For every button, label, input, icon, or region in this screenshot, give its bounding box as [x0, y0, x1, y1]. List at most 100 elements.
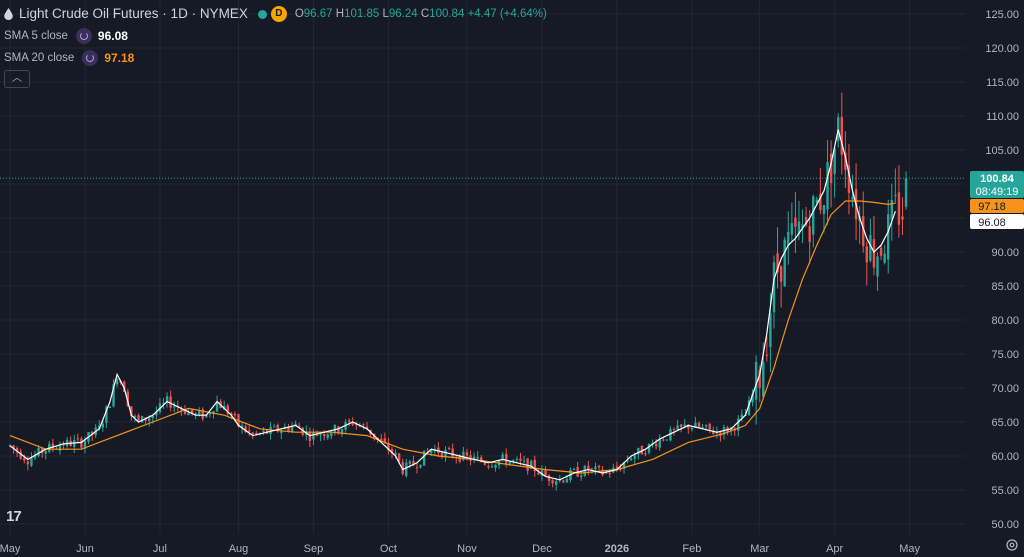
- symbol-row[interactable]: Light Crude Oil Futures · 1D · NYMEX D O…: [4, 3, 547, 25]
- indicator-settings-icon[interactable]: [75, 28, 92, 44]
- candle-body: [897, 192, 901, 225]
- candle-body: [183, 409, 187, 414]
- candle-body: [165, 396, 169, 403]
- candle-body: [351, 421, 354, 425]
- candle-body: [615, 466, 619, 470]
- candle-body: [308, 432, 312, 442]
- candle-body: [437, 447, 440, 454]
- gear-icon[interactable]: [1005, 538, 1019, 552]
- candle-body: [226, 405, 229, 415]
- candle-body: [19, 451, 22, 459]
- candle-body: [783, 239, 786, 287]
- candle-body: [287, 426, 290, 431]
- candle-body: [787, 231, 790, 246]
- candle-body: [37, 447, 40, 457]
- candle-body: [530, 460, 533, 469]
- indicator-sma5[interactable]: SMA 5 close 96.08: [4, 25, 547, 47]
- market-status[interactable]: D: [257, 6, 287, 22]
- candle-body: [769, 312, 772, 347]
- x-tick-label: Oct: [380, 543, 397, 555]
- candle-body: [483, 462, 487, 465]
- indicator-settings-icon[interactable]: [82, 50, 99, 66]
- collapse-legend-button[interactable]: ︿: [4, 70, 30, 88]
- tradingview-logo-icon[interactable]: 17: [6, 508, 22, 525]
- candle-body: [547, 475, 551, 481]
- indicator-name: SMA 20 close: [4, 52, 75, 64]
- candle-body: [487, 466, 490, 468]
- candle-body: [451, 448, 454, 457]
- y-tick-label: 120.00: [985, 43, 1019, 55]
- candle-body: [572, 468, 576, 470]
- candle-body: [829, 153, 833, 183]
- candle-body: [180, 409, 183, 411]
- candle-body: [276, 424, 279, 432]
- candle-body: [644, 453, 647, 455]
- symbol-title[interactable]: Light Crude Oil Futures · 1D · NYMEX: [19, 6, 248, 21]
- candle-body: [597, 465, 601, 468]
- legend: Light Crude Oil Futures · 1D · NYMEX D O…: [4, 3, 547, 69]
- candle-body: [869, 235, 872, 261]
- candle-body: [522, 460, 526, 462]
- candle-body: [894, 195, 897, 197]
- candle-body: [458, 456, 462, 462]
- y-tick-label: 70.00: [991, 383, 1019, 395]
- y-tick-label: 65.00: [991, 417, 1019, 429]
- candle-body: [537, 472, 540, 475]
- candle-body: [712, 430, 715, 434]
- candle-body: [101, 423, 105, 428]
- price-axis[interactable]: 125.00120.00115.00110.00105.00100.0095.0…: [985, 9, 1019, 531]
- candle-body: [190, 409, 194, 414]
- y-tick-label: 90.00: [991, 247, 1019, 259]
- sma5-tag: 96.08: [978, 217, 1006, 229]
- sma5-line: [9, 129, 896, 481]
- candle-body: [83, 440, 87, 449]
- candle-body: [526, 458, 529, 471]
- market-open-icon: [257, 9, 267, 19]
- candle-body: [272, 426, 276, 428]
- candle-body: [751, 393, 754, 403]
- candle-body: [737, 418, 740, 431]
- candle-body: [505, 453, 508, 465]
- time-axis[interactable]: May Jun Jul Aug Sep Oct Nov Dec 2026 Feb Mar Apr May: [0, 543, 921, 555]
- candle-body: [629, 458, 633, 460]
- candle-body: [40, 447, 44, 454]
- candle-body: [508, 461, 511, 466]
- candle-body: [319, 434, 322, 436]
- candle-body: [401, 461, 404, 475]
- candle-body: [412, 460, 415, 466]
- candle-body: [355, 424, 358, 426]
- candle-body: [444, 449, 447, 458]
- ohlc-values: O96.67 H101.85 L96.24 C100.84 +4.47 (+4.…: [294, 8, 547, 20]
- y-tick-label: 55.00: [991, 485, 1019, 497]
- candle-body: [687, 424, 690, 429]
- candle-body: [662, 439, 665, 441]
- candle-body: [148, 418, 151, 421]
- candle-body: [430, 449, 433, 453]
- candle-body: [565, 478, 569, 483]
- candle-body: [658, 438, 661, 448]
- candle-body: [697, 423, 701, 428]
- candle-body: [262, 430, 265, 432]
- candle-body: [779, 266, 783, 282]
- candle-body: [244, 426, 247, 433]
- candle-body: [876, 256, 879, 277]
- candle-body: [51, 443, 55, 449]
- candle-body: [772, 262, 776, 313]
- y-tick-label: 50.00: [991, 519, 1019, 531]
- candle-body: [847, 165, 851, 193]
- y-tick-label: 85.00: [991, 281, 1019, 293]
- candle-body: [480, 457, 483, 462]
- candle-body: [512, 460, 515, 462]
- candle-body: [187, 411, 190, 416]
- indicator-sma20[interactable]: SMA 20 close 97.18: [4, 47, 547, 69]
- candle-body: [408, 461, 412, 464]
- indicator-value: 96.08: [97, 29, 128, 43]
- candle-body: [115, 379, 119, 385]
- sma20-line: [9, 200, 896, 474]
- candle-body: [44, 450, 47, 454]
- countdown-tag: 08:49:19: [976, 186, 1019, 198]
- candle-body: [394, 452, 397, 455]
- candle-body: [76, 438, 80, 440]
- candle-body: [533, 459, 536, 472]
